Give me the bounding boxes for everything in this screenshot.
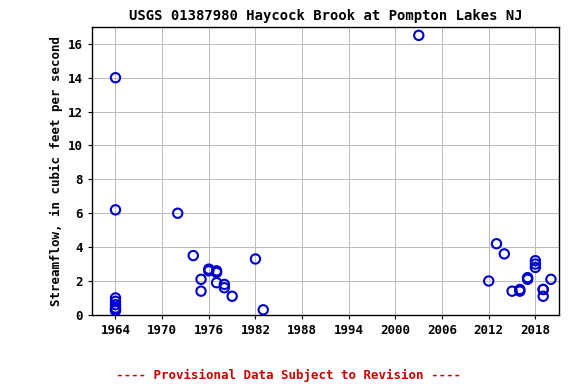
Point bbox=[111, 74, 120, 81]
Point bbox=[212, 268, 221, 274]
Point bbox=[111, 207, 120, 213]
Point bbox=[251, 256, 260, 262]
Point bbox=[196, 276, 206, 282]
Point bbox=[111, 305, 120, 311]
Point bbox=[530, 264, 540, 270]
Point bbox=[492, 241, 501, 247]
Point bbox=[204, 266, 214, 272]
Point bbox=[220, 285, 229, 291]
Title: USGS 01387980 Haycock Brook at Pompton Lakes NJ: USGS 01387980 Haycock Brook at Pompton L… bbox=[128, 9, 522, 23]
Point bbox=[111, 307, 120, 313]
Point bbox=[414, 32, 423, 38]
Point bbox=[516, 288, 525, 294]
Point bbox=[111, 295, 120, 301]
Point bbox=[500, 251, 509, 257]
Point bbox=[259, 307, 268, 313]
Point bbox=[212, 270, 221, 276]
Point bbox=[204, 268, 214, 274]
Point bbox=[484, 278, 494, 284]
Point bbox=[111, 302, 120, 308]
Point bbox=[196, 288, 206, 294]
Point bbox=[547, 276, 556, 282]
Point bbox=[173, 210, 182, 216]
Point bbox=[539, 286, 548, 293]
Point bbox=[507, 288, 517, 294]
Point bbox=[523, 276, 532, 282]
Point bbox=[228, 293, 237, 299]
Point bbox=[516, 286, 525, 293]
Point bbox=[220, 281, 229, 288]
Point bbox=[539, 286, 548, 293]
Point bbox=[523, 275, 532, 281]
Text: ---- Provisional Data Subject to Revision ----: ---- Provisional Data Subject to Revisio… bbox=[116, 369, 460, 382]
Point bbox=[188, 253, 198, 259]
Point bbox=[530, 258, 540, 264]
Point bbox=[530, 261, 540, 267]
Point bbox=[111, 308, 120, 314]
Y-axis label: Streamflow, in cubic feet per second: Streamflow, in cubic feet per second bbox=[50, 36, 63, 306]
Point bbox=[539, 293, 548, 299]
Point bbox=[111, 298, 120, 305]
Point bbox=[212, 280, 221, 286]
